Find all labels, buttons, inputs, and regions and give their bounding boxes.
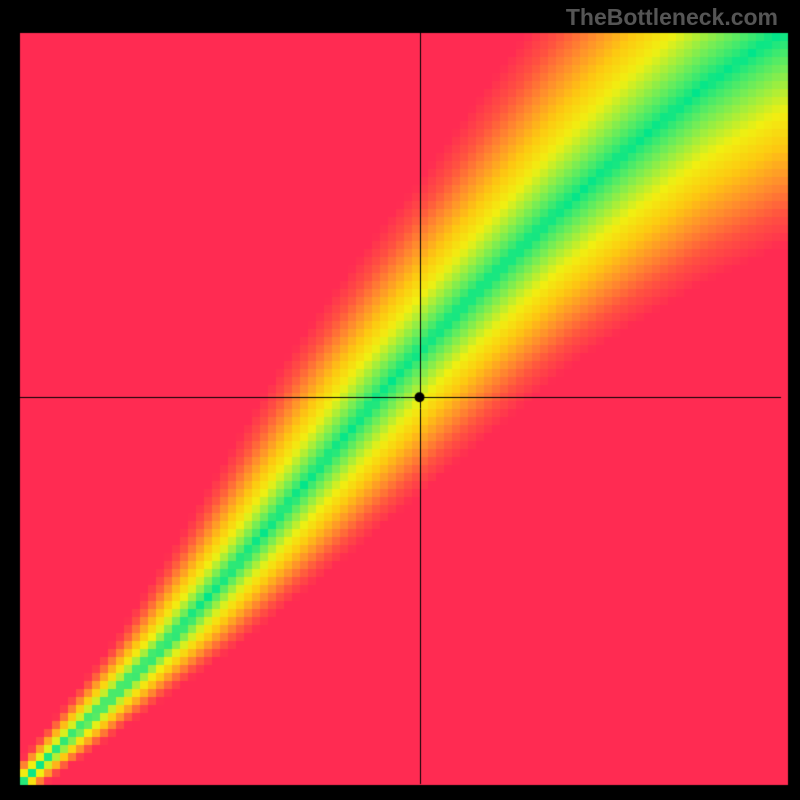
bottleneck-heatmap [0,0,800,800]
chart-container: TheBottleneck.com [0,0,800,800]
